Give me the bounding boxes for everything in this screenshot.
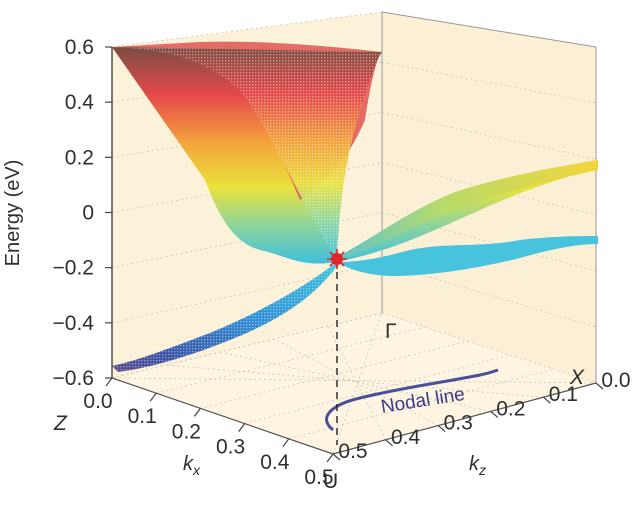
top-right-edge: [381, 11, 597, 48]
kz-tick-mark: [332, 453, 341, 461]
grid-line-energy: [111, 11, 383, 48]
kz-tick-label: 0.2: [496, 397, 525, 420]
grid-line-energy-right: [381, 262, 597, 328]
kz-tick-labels: 0.5 0.4 0.3 0.2 0.1 0.0: [332, 369, 631, 463]
kz-tick-label: 0.3: [444, 412, 473, 435]
grid-line-kz: [273, 338, 439, 426]
kz-tick-mark: [385, 439, 393, 447]
kx-tick-label: 0.4: [260, 451, 290, 474]
kx-tick-label: 0.3: [216, 436, 245, 459]
energy-axis-label: Energy (eV): [2, 160, 24, 267]
kx-tick-mark: [326, 453, 334, 463]
kx-axis-subscript: x: [192, 462, 201, 478]
kx-tick-label: 0.2: [172, 420, 201, 443]
z-point-label: Z: [53, 412, 68, 435]
kz-tick-mark: [543, 396, 551, 404]
kz-tick-mark: [437, 425, 446, 433]
energy-tick-labels: 0.6 0.4 0.2 0 −0.2 −0.4 −0.6: [53, 36, 112, 390]
kz-tick-label: 0.5: [338, 440, 367, 463]
grid-line-kz: [165, 364, 544, 398]
kz-axis-label: kz: [469, 453, 486, 478]
energy-tick-label: −0.4: [53, 312, 95, 335]
upper-band-surface: [112, 47, 598, 264]
grid-line-energy-right: [381, 111, 597, 160]
kz-axis-subscript: z: [478, 462, 486, 478]
u-point-label: U: [323, 470, 338, 493]
kx-tick-labels: 0.0 0.1 0.2 0.3 0.4 0.5: [83, 377, 334, 489]
x-point-label: X: [569, 366, 585, 389]
kx-tick-mark: [238, 423, 246, 432]
kx-tick-mark: [105, 377, 113, 387]
kz-tick-mark: [490, 410, 499, 418]
energy-tick-label: −0.6: [53, 367, 94, 390]
kz-axis-line: [332, 382, 597, 455]
gamma-point-label: Γ: [385, 320, 397, 343]
kx-axis-letter: k: [183, 453, 194, 475]
grid-line-energy: [111, 212, 383, 269]
nodal-line-curve: [325, 368, 499, 432]
lower-band-right-wing: [337, 236, 598, 276]
energy-tick-label: 0: [82, 202, 94, 225]
floor-pane: [112, 313, 596, 454]
kz-axis-letter: k: [469, 453, 480, 475]
grid-line-kz: [219, 351, 491, 412]
grid-line-kz: [111, 377, 597, 384]
energy-tick-label: 0.6: [65, 36, 94, 59]
kx-tick-mark: [149, 392, 157, 402]
kx-axis-line: [111, 377, 334, 455]
kz-tick-mark: [595, 382, 604, 390]
kx-tick-label: 0.0: [83, 390, 112, 413]
grid-line-kx: [288, 368, 554, 440]
grid-line-energy-right: [381, 61, 597, 104]
kz-tick-label: 0.4: [391, 426, 421, 449]
energy-tick-label: −0.2: [53, 257, 94, 280]
grid-line-kx: [156, 326, 425, 394]
kx-tick-mark: [282, 438, 290, 448]
upper-band-ridge: [337, 160, 598, 262]
kz-tick-label: 0.0: [601, 369, 630, 392]
kx-tick-label: 0.5: [304, 466, 333, 489]
nodal-point-marker: [327, 249, 347, 269]
energy-tick-label: 0.2: [65, 146, 94, 169]
lower-band-mesh: [112, 262, 337, 372]
kx-tick-mark: [193, 408, 201, 417]
kx-tick-label: 0.1: [128, 405, 157, 428]
kx-axis-label: kx: [183, 453, 201, 478]
upper-band-mesh: [112, 47, 382, 257]
kz-tick-label: 0.1: [549, 383, 578, 406]
energy-tick-label: 0.4: [65, 91, 95, 114]
grid-line-kx: [200, 340, 468, 409]
grid-line-kx: [244, 354, 511, 424]
grid-line-energy: [111, 162, 383, 213]
